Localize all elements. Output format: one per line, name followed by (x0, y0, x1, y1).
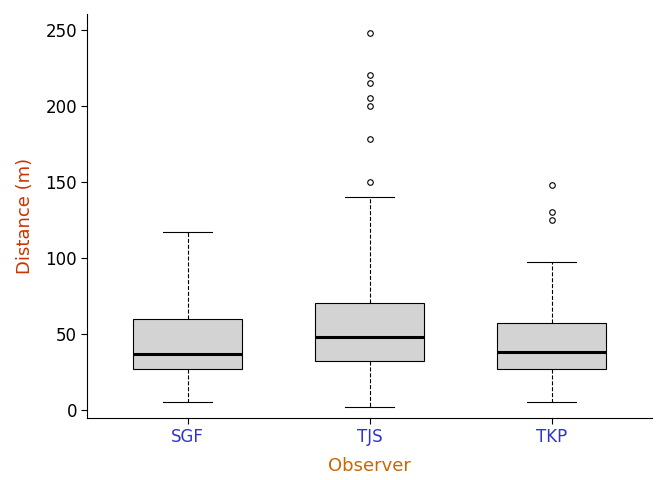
X-axis label: Observer: Observer (328, 457, 411, 475)
Bar (315, 303, 424, 361)
Y-axis label: Distance (m): Distance (m) (16, 158, 34, 274)
Bar (497, 323, 606, 369)
Bar (133, 319, 242, 369)
